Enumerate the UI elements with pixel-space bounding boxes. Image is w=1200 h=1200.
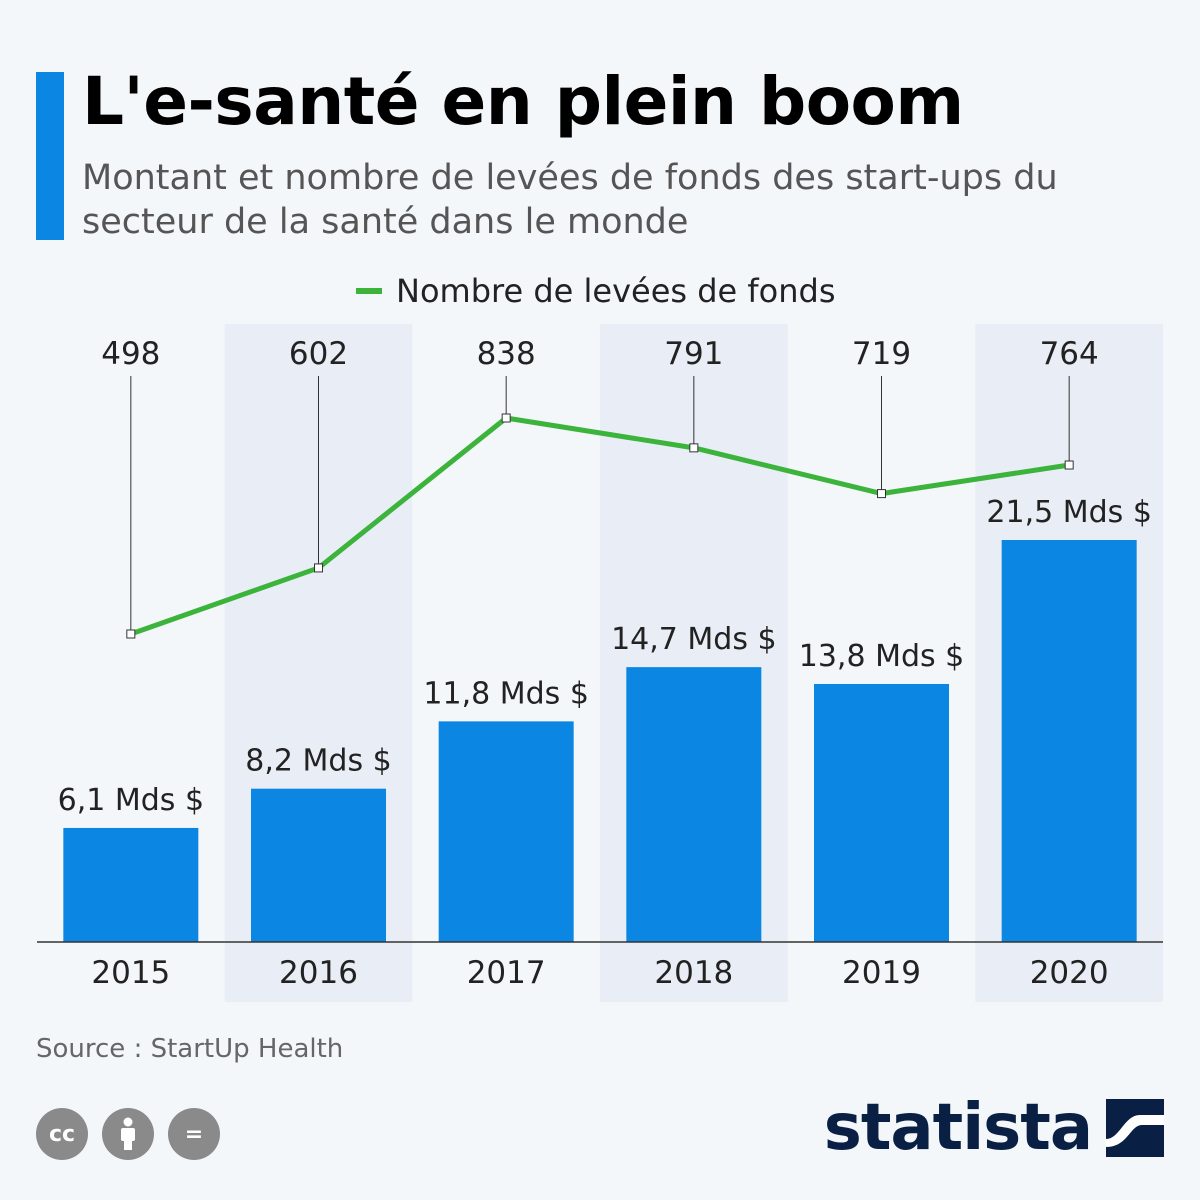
bar <box>1001 540 1137 942</box>
statista-logo-icon <box>1106 1099 1164 1157</box>
x-tick-label: 2019 <box>842 955 921 991</box>
brand-logo[interactable]: statista <box>824 1096 1164 1160</box>
line-point <box>1064 460 1074 470</box>
line-point <box>877 489 886 499</box>
bar <box>63 827 199 942</box>
count-value-label: 719 <box>852 336 911 372</box>
count-value-label: 791 <box>664 336 723 372</box>
line-point <box>126 629 136 639</box>
x-tick-label: 2016 <box>279 955 358 991</box>
line-point <box>689 443 699 453</box>
bar-labels: 6,1 Mds $ 8,2 Mds $ 11,8 Mds $ 14,7 Mds $ 13… <box>58 495 1152 818</box>
bar <box>438 721 574 942</box>
count-labels: 498 602 838 791 719 764 <box>101 336 1099 372</box>
legend-label: Nombre de levées de fonds <box>396 272 836 310</box>
x-tick-label: 2018 <box>654 955 733 991</box>
brand-name: statista <box>823 1091 1093 1165</box>
chart-title: L'e-santé en plein boom <box>82 63 964 140</box>
bars <box>63 540 1137 942</box>
x-tick-label: 2017 <box>467 955 546 991</box>
legend-swatch <box>356 288 382 294</box>
count-value-label: 498 <box>101 336 160 372</box>
cc-icon[interactable]: cc <box>36 1108 88 1160</box>
title-accent-bar <box>36 72 64 240</box>
bar-value-label: 11,8 Mds $ <box>423 676 589 711</box>
legend: Nombre de levées de fonds <box>356 272 836 310</box>
x-axis: 2015 2016 2017 2018 2019 2020 <box>37 941 1163 991</box>
bar-value-label: 6,1 Mds $ <box>58 783 204 818</box>
bar-value-label: 14,7 Mds $ <box>611 622 777 657</box>
count-value-label: 764 <box>1040 336 1099 372</box>
line-label-connectors <box>130 376 1070 634</box>
no-derivatives-icon[interactable]: = <box>168 1108 220 1160</box>
bar <box>626 667 762 942</box>
x-tick-label: 2020 <box>1030 955 1109 991</box>
chart-subtitle: Montant et nombre de levées de fonds des… <box>82 158 1058 242</box>
count-line <box>126 413 1074 639</box>
x-tick-label: 2015 <box>91 955 170 991</box>
bar-value-label: 8,2 Mds $ <box>245 744 391 779</box>
line-point <box>314 563 323 573</box>
license-icons: cc = <box>36 1108 220 1160</box>
combo-chart: Nombre de levées de fonds 498 602 838 791 71… <box>37 272 1163 1002</box>
bar-value-label: 21,5 Mds $ <box>986 495 1152 530</box>
count-line-path <box>130 415 1070 637</box>
bar <box>251 788 386 942</box>
bar-value-label: 13,8 Mds $ <box>799 639 965 674</box>
line-point <box>501 413 511 423</box>
count-value-label: 602 <box>289 336 348 372</box>
count-value-label: 838 <box>477 336 536 372</box>
source-note: Source : StartUp Health <box>36 1034 344 1064</box>
bar <box>814 683 949 942</box>
attribution-icon[interactable] <box>102 1108 154 1160</box>
